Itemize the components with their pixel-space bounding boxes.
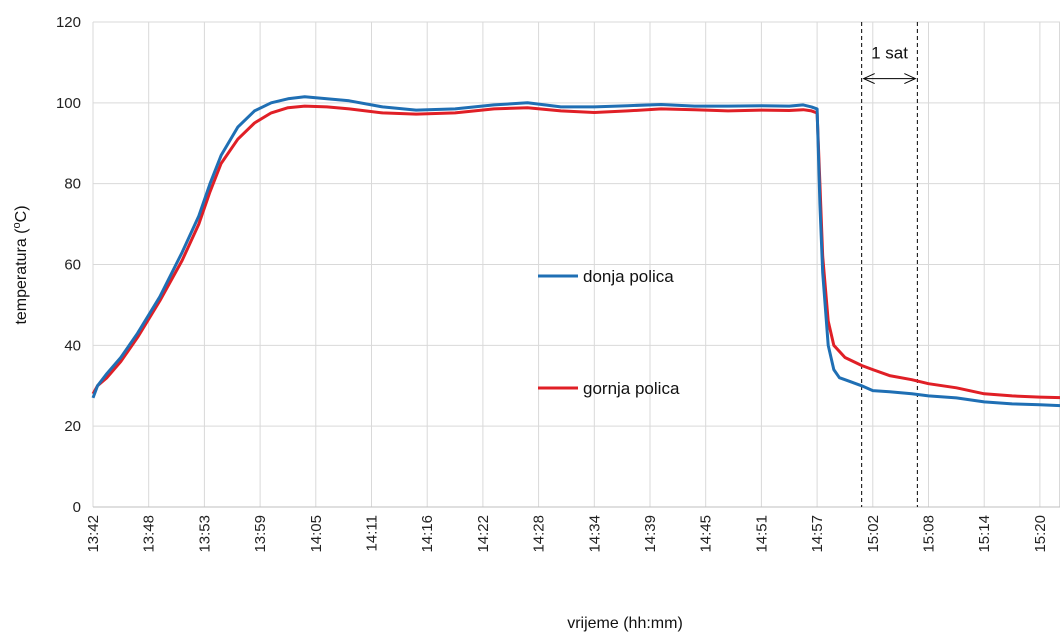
x-tick-label: 14:45	[698, 515, 715, 553]
x-tick-label: 14:34	[586, 515, 603, 553]
y-axis-title-superscript: o	[11, 222, 23, 228]
x-tick-label: 14:22	[475, 515, 492, 553]
annotation-arrowhead-left	[862, 73, 875, 85]
series-line	[91, 104, 1060, 400]
x-tick-label: 15:02	[865, 515, 882, 553]
y-axis-title-part-2: C)	[13, 205, 30, 222]
x-tick-label: 14:57	[809, 515, 826, 553]
x-tick-label: 14:16	[419, 515, 436, 553]
x-tick-label: 15:20	[1032, 515, 1049, 553]
legend-entry-label: gornja polica	[583, 379, 680, 398]
y-tick-label: 100	[56, 95, 81, 112]
grid-lines	[92, 21, 1060, 508]
series-line	[91, 95, 1060, 408]
legend-entry-label: donja polica	[583, 267, 674, 286]
x-tick-label: 13:48	[141, 515, 158, 553]
x-tick-label: 14:28	[531, 515, 548, 553]
x-tick-labels: 13:42 13:48 13:53 13:59 14:05 14:11 14:16 14:22…	[85, 515, 1049, 553]
x-axis-title: vrijeme (hh:mm)	[567, 615, 683, 632]
annotation-vertical-lines	[861, 22, 918, 507]
y-tick-labels: 0 20 40 60 80 100 120	[56, 14, 81, 516]
x-tick-label: 13:53	[196, 515, 213, 553]
x-tick-label: 14:11	[364, 515, 381, 551]
y-tick-label: 0	[73, 499, 81, 516]
x-tick-label: 14:51	[753, 515, 770, 553]
legend: donja polica gornja polica	[538, 267, 680, 398]
x-tick-label: 15:14	[976, 515, 993, 553]
y-tick-label: 120	[56, 14, 81, 31]
y-tick-label: 40	[64, 337, 81, 354]
x-tick-label: 13:59	[252, 515, 269, 553]
y-axis-title-part-1: temperatura (	[13, 228, 30, 325]
x-tick-label: 14:05	[308, 515, 325, 553]
series-group	[91, 95, 1060, 408]
annotation-group: 1 sat	[862, 44, 917, 85]
annotation-arrowhead-right	[904, 73, 917, 85]
annotation-label: 1 sat	[871, 44, 908, 63]
x-tick-label: 14:39	[642, 515, 659, 553]
y-tick-label: 80	[64, 176, 81, 193]
x-tick-label: 13:42	[85, 515, 102, 553]
x-tick-label: 15:08	[921, 515, 938, 553]
y-axis-title: temperatura (oC)	[11, 205, 30, 324]
y-tick-label: 60	[64, 257, 81, 274]
y-tick-label: 20	[64, 418, 81, 435]
